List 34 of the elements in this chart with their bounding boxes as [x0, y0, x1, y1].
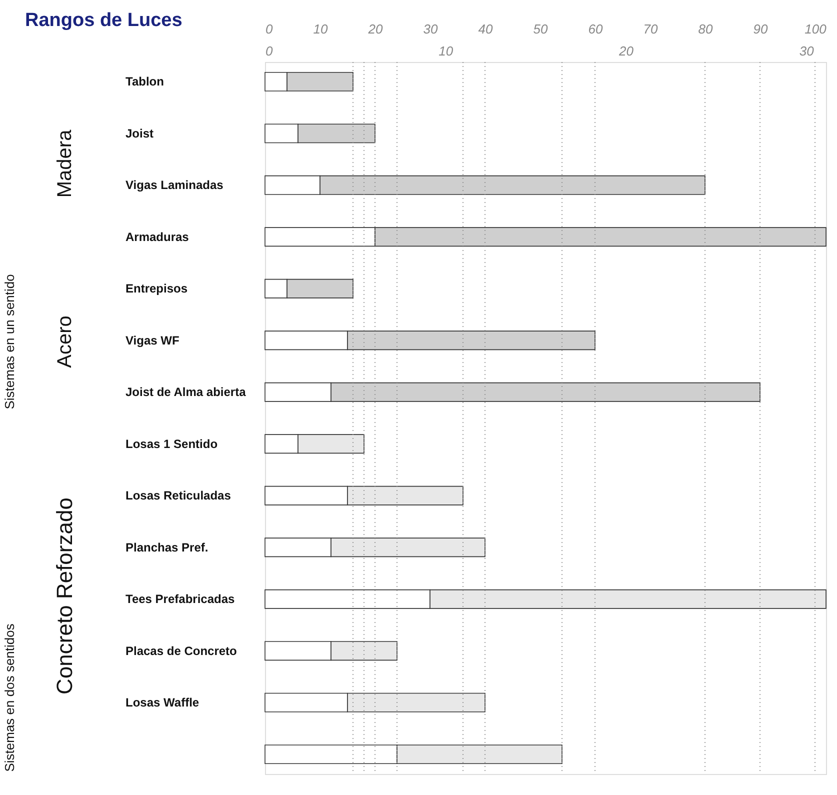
- x2-tick-label: 30: [799, 44, 815, 58]
- y-tick-label: Losas 1 Sentido: [126, 436, 218, 451]
- x-tick-label: 50: [533, 22, 548, 36]
- x2-tick-label: 0: [266, 44, 274, 58]
- x-tick-label: 60: [588, 22, 604, 36]
- y-tick-label: Tees Prefabricadas: [126, 592, 235, 606]
- y-tick-label: Placas de Concreto: [126, 644, 237, 658]
- x2-tick-label: 20: [618, 44, 634, 58]
- text: Concreto Reforzado: [52, 498, 77, 694]
- y-tick-label: Joist: [126, 126, 154, 140]
- x-tick-label: 90: [753, 22, 768, 36]
- y-tick-label: Vigas Laminadas: [126, 178, 224, 192]
- x-tick-label: 40: [478, 22, 494, 36]
- y-tick-label: Losas Reticuladas: [126, 488, 232, 503]
- y-tick-label: Vigas WF: [126, 333, 180, 348]
- text: Madera: [54, 128, 76, 198]
- x-tick-label: 70: [643, 22, 658, 36]
- x-tick-label: 80: [698, 22, 714, 36]
- y-tick-label: Entrepisos: [126, 282, 188, 296]
- x-tick-label: 30: [423, 22, 438, 36]
- y-tick-label: Planchas Pref.: [126, 540, 208, 554]
- x-tick-label: 100: [804, 22, 828, 36]
- text: Rangos de Luces: [25, 10, 182, 31]
- y-tick-label: Losas Waffle: [126, 696, 200, 710]
- text: Sistemas en dos sentidos: [2, 623, 17, 772]
- x2-tick-label: 10: [438, 44, 454, 58]
- x-tick-label: 0: [266, 22, 274, 36]
- y-tick-label: Tablon: [126, 74, 164, 89]
- x-tick-label: 20: [367, 22, 384, 36]
- text: Sistemas en un sentido: [2, 274, 17, 410]
- x-tick-label: 10: [313, 22, 328, 36]
- y-tick-label: Armaduras: [126, 230, 190, 244]
- y-tick-label: Joist de Alma abierta: [126, 385, 246, 400]
- text: Acero: [54, 316, 76, 368]
